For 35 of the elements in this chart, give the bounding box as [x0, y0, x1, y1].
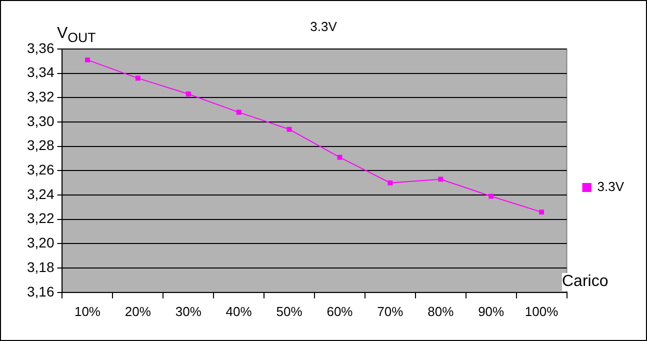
y-tick-label: 3,36 [27, 40, 54, 56]
x-axis-title: Carico [562, 273, 608, 291]
point [539, 210, 544, 215]
x-tick-label: 70% [377, 304, 404, 319]
y-tick-label: 3,28 [27, 137, 54, 154]
point [286, 126, 292, 132]
y-tick-label: 3,30 [27, 112, 54, 129]
legend-label: 3.3V [597, 179, 624, 194]
x-tick-label: 40% [226, 304, 252, 319]
y-tick-label: 3,16 [27, 283, 54, 300]
x-tick-label: 60% [326, 304, 354, 319]
y-tick-label: 3,20 [27, 234, 54, 251]
y-tick-label: 3,24 [27, 186, 54, 202]
x-tick-label: 10% [74, 304, 101, 319]
point [135, 76, 140, 81]
point [85, 57, 90, 62]
y-tick-label: 3,32 [27, 88, 54, 105]
point [337, 154, 342, 160]
point [388, 180, 393, 186]
x-tick-label: 90% [478, 304, 505, 319]
y-tick-label: 3,26 [27, 162, 54, 178]
x-tick-label: 50% [276, 304, 303, 319]
y-tick-label: 3,22 [27, 210, 54, 226]
x-tick-label: 80% [428, 304, 454, 319]
y-axis-title: V$_{OUT}$ [57, 25, 96, 46]
x-tick-label: 20% [124, 304, 152, 319]
point [488, 194, 494, 199]
point [186, 92, 191, 97]
x-tick-label: 100% [524, 304, 559, 319]
point [236, 110, 242, 115]
x-tick-label: 30% [175, 304, 202, 319]
point [438, 176, 444, 182]
y-tick-label: 3,34 [27, 64, 54, 80]
chart-title: 3.3V [310, 19, 337, 34]
y-tick-label: 3,18 [27, 258, 54, 275]
